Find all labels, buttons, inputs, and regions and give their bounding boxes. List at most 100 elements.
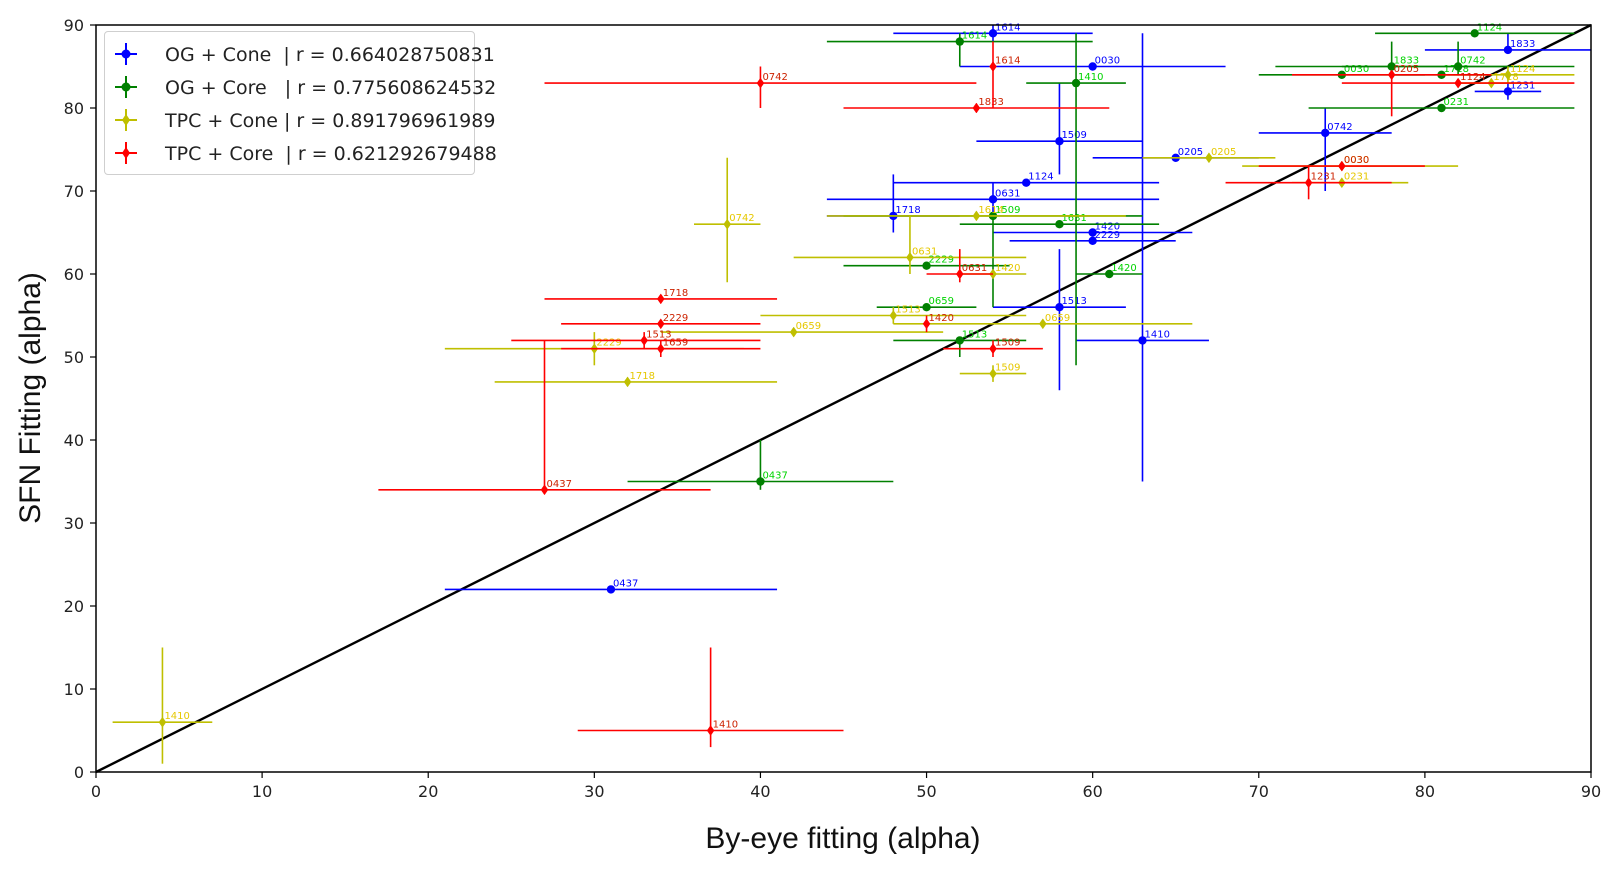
series-3: 0437 1513 1659 2229 1718 1410 0742 1420 0631 1833…: [378, 41, 1575, 748]
point-label: 1509: [995, 205, 1020, 216]
point-label: 0631: [912, 246, 937, 257]
data-point: [623, 376, 632, 388]
point-label: 0205: [1178, 147, 1203, 158]
point-label: 1833: [1510, 39, 1535, 50]
data-point: [640, 334, 648, 346]
point-label: 1718: [895, 205, 920, 216]
data-point: [972, 210, 981, 222]
x-tick-label: 20: [418, 782, 438, 801]
data-point: [1321, 128, 1330, 138]
point-label: 0742: [729, 213, 754, 224]
point-label: 1614: [995, 22, 1020, 33]
y-tick-label: 50: [64, 348, 84, 367]
data-point: [723, 218, 732, 230]
point-label: 0231: [1344, 172, 1369, 183]
point-label: 0437: [547, 479, 572, 490]
legend-swatch: [115, 109, 137, 131]
series-1: 0437065922291513161415091631141014200030…: [627, 22, 1575, 490]
data-point: [1454, 77, 1462, 89]
point-label: 2229: [596, 338, 621, 349]
data-point: [1055, 137, 1064, 146]
y-tick-label: 30: [64, 514, 84, 533]
data-point: [756, 77, 765, 89]
point-label: 0742: [1460, 56, 1485, 67]
point-label: 1509: [1061, 130, 1086, 141]
legend-entry: OG + Core | r = 0.775608624532: [105, 71, 496, 104]
data-point: [656, 293, 665, 305]
x-tick-label: 10: [252, 782, 272, 801]
data-point: [1205, 152, 1213, 164]
point-label: 1513: [895, 305, 920, 316]
legend-marker: [105, 137, 165, 170]
point-label: 1410: [164, 711, 189, 722]
point-label: 1231: [1311, 172, 1336, 183]
data-point: [1105, 269, 1114, 279]
data-point: [1039, 318, 1047, 330]
point-label: 1410: [713, 720, 738, 731]
legend-swatch: [115, 142, 137, 164]
y-tick-label: 40: [64, 431, 84, 450]
data-point: [706, 725, 715, 736]
point-label: 1420: [995, 263, 1020, 274]
data-point: [989, 368, 997, 380]
data-point: [1088, 62, 1097, 71]
data-point: [988, 195, 998, 204]
data-point: [1503, 87, 1513, 96]
data-point: [1338, 160, 1346, 172]
point-label: 1614: [978, 205, 1003, 216]
point-label: 2229: [929, 255, 954, 266]
data-point: [955, 37, 964, 46]
legend-swatch: [115, 76, 137, 98]
legend-label: TPC + Core | r = 0.621292679488: [165, 142, 497, 165]
y-tick-label: 20: [64, 597, 84, 616]
point-label: 1833: [1394, 56, 1419, 67]
point-label: 1513: [962, 329, 987, 340]
y-tick-label: 60: [64, 265, 84, 284]
point-label: 0659: [1045, 313, 1070, 324]
point-label: 1718: [663, 288, 688, 299]
x-tick-label: 60: [1082, 782, 1102, 801]
legend-entry: TPC + Cone | r = 0.891796961989: [105, 104, 495, 137]
point-label: 1513: [1061, 296, 1086, 307]
x-tick-label: 50: [916, 782, 936, 801]
data-point: [922, 261, 931, 270]
point-label: 1614: [962, 31, 987, 42]
legend-point: [121, 49, 131, 59]
point-label: 0631: [995, 188, 1020, 199]
x-tick-label: 70: [1249, 782, 1269, 801]
legend-point: [121, 82, 131, 92]
x-tick-label: 30: [584, 782, 604, 801]
point-label: 1124: [1028, 172, 1053, 183]
legend: OG + Cone | r = 0.664028750831 OG + Core …: [104, 31, 497, 175]
data-layer: 0437 1718 0631 1614 1124 1509 1513 0030 1420 2229…: [112, 22, 1591, 764]
x-tick-label: 80: [1415, 782, 1435, 801]
plot-frame: [95, 24, 1592, 773]
legend-point: [122, 147, 130, 159]
y-tick-label: 70: [64, 182, 84, 201]
legend-label: OG + Core | r = 0.775608624532: [165, 76, 497, 99]
data-point: [1138, 336, 1147, 345]
point-label: 1718: [1493, 72, 1518, 83]
point-label: 0659: [796, 321, 821, 332]
data-point: [906, 251, 914, 263]
y-tick-label: 0: [74, 763, 84, 782]
data-point: [1055, 220, 1064, 229]
x-tick-label: 40: [750, 782, 770, 801]
legend-entry: OG + Cone | r = 0.664028750831: [105, 38, 495, 71]
point-label: 0205: [1211, 147, 1236, 158]
point-label: 1659: [663, 338, 688, 349]
point-label: 0659: [929, 296, 954, 307]
legend-marker: [105, 104, 165, 137]
data-point: [1088, 228, 1097, 237]
point-label: 0030: [1095, 56, 1120, 67]
point-label: 2229: [1095, 230, 1120, 241]
point-label: 1509: [995, 363, 1020, 374]
data-point: [989, 61, 997, 72]
data-point: [955, 336, 964, 345]
point-label: 0631: [962, 263, 987, 274]
data-point: [988, 29, 998, 38]
point-label: 2229: [663, 313, 688, 324]
data-point: [1453, 62, 1463, 71]
legend-point: [122, 114, 130, 126]
data-point: [1437, 103, 1446, 113]
